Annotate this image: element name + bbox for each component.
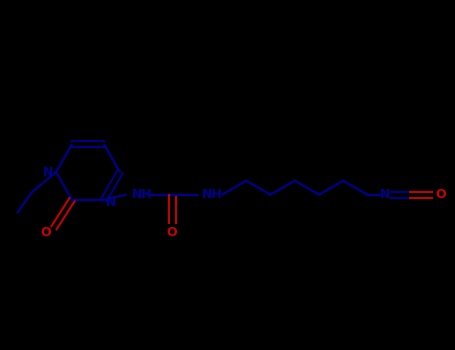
Text: O: O [167, 226, 177, 239]
Text: NH: NH [202, 188, 223, 201]
Text: O: O [435, 188, 446, 201]
Text: NH: NH [132, 188, 153, 201]
Text: O: O [40, 226, 51, 239]
Text: N: N [106, 196, 116, 209]
Text: N: N [43, 166, 53, 178]
Text: N: N [380, 188, 391, 201]
